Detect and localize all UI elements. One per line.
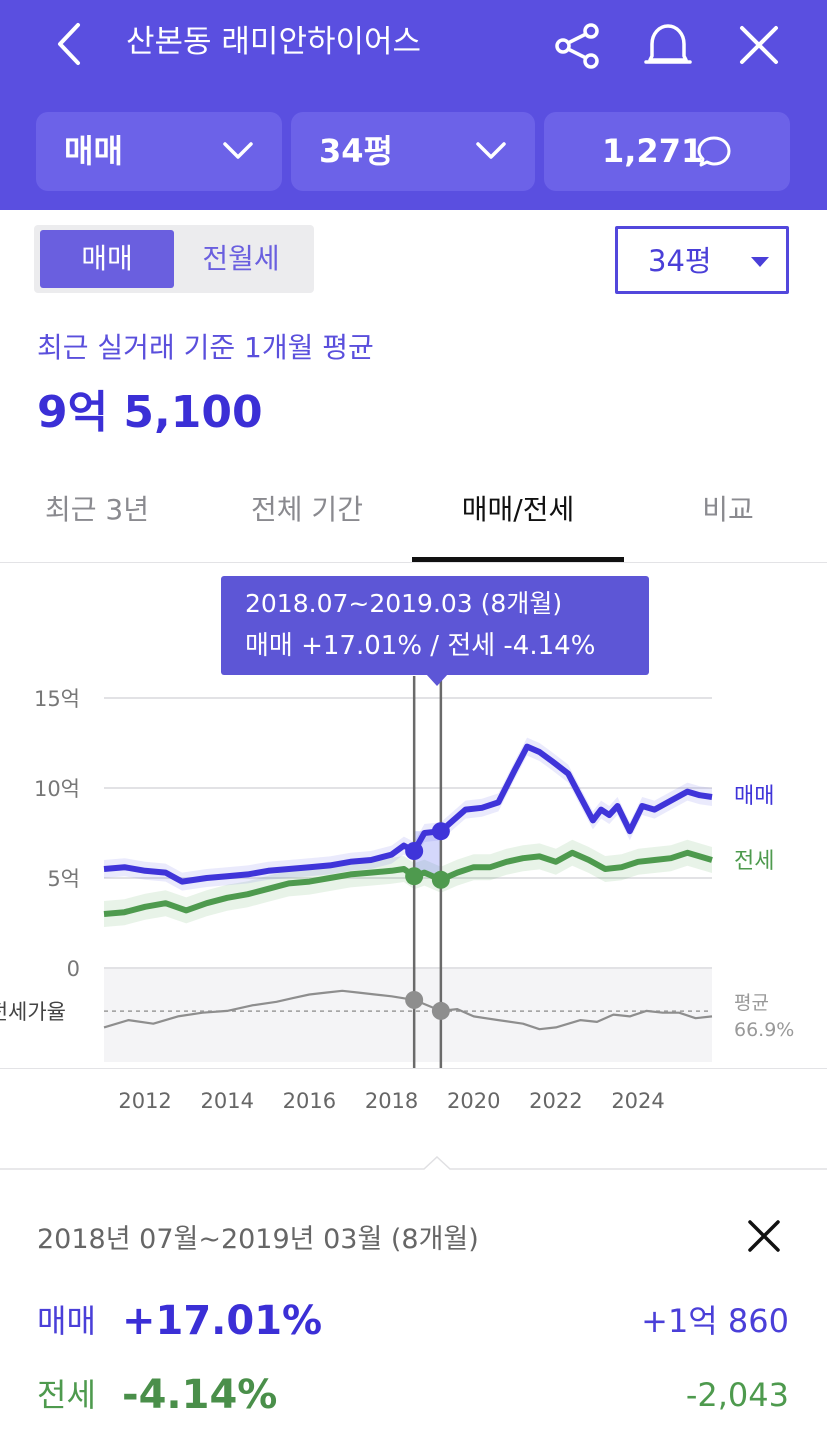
chart-axis-divider — [0, 1068, 827, 1069]
tab-divider — [0, 562, 827, 563]
tab-sale-lease[interactable]: 매매/전세 — [461, 493, 575, 526]
caret-down-icon — [751, 257, 769, 267]
sale-line — [103, 743, 713, 885]
sale-point-marker — [431, 822, 450, 841]
lease-point-marker — [405, 867, 424, 886]
x-tick-label: 2022 — [529, 1089, 582, 1113]
tooltip-range: 2018.07~2019.03 (8개월) — [245, 589, 563, 618]
lease-label: 전세 — [37, 1376, 96, 1414]
price-chart[interactable]: 15억 10억 5억 0 2012 2014 2016 2018 2020 2022 2024 매매전… — [0, 670, 827, 1130]
comment-count: 1,271 — [602, 132, 704, 170]
selection-tooltip: 2018.07~2019.03 (8개월) 매매 +17.01% / 전세 -4… — [221, 576, 649, 675]
average-label: 평균 — [734, 992, 769, 1014]
app-header: 산본동 래미안하이어스 매매 34평 1,271 — [0, 0, 827, 210]
tab-all-period[interactable]: 전체 기간 — [251, 493, 363, 526]
share-icon[interactable] — [554, 22, 602, 70]
y-tick-label: 10억 — [34, 777, 80, 801]
trade-segment-control: 매매 전월세 — [34, 225, 314, 293]
lease-series-label: 전세 — [734, 849, 774, 874]
sale-change-pct: +17.01% — [122, 1298, 323, 1344]
detail-period-title: 2018년 07월~2019년 03월 (8개월) — [37, 1224, 479, 1255]
size-select[interactable]: 34평 — [615, 226, 789, 294]
x-tick-label: 2018 — [365, 1089, 418, 1113]
active-tab-indicator — [412, 557, 624, 562]
sale-label: 매매 — [37, 1302, 96, 1340]
tooltip-changes: 매매 +17.01% / 전세 -4.14% — [245, 631, 596, 661]
close-icon[interactable] — [738, 24, 780, 66]
tooltip-pointer — [426, 674, 448, 686]
chevron-down-icon — [223, 142, 253, 159]
ratio-label: 전세가율 — [0, 1000, 66, 1024]
sale-change-amount: +1억 860 — [641, 1302, 789, 1340]
size-dropdown[interactable]: 34평 — [291, 112, 535, 191]
segment-lease[interactable]: 전월세 — [202, 242, 280, 275]
tab-recent-3y[interactable]: 최근 3년 — [45, 493, 149, 526]
ratio-line — [103, 989, 713, 1031]
lease-change-amount: -2,043 — [685, 1376, 789, 1414]
sale-series-label: 매매 — [734, 784, 774, 809]
bell-icon[interactable] — [642, 20, 694, 70]
x-tick-label: 2020 — [447, 1089, 500, 1113]
chevron-left-icon[interactable] — [52, 22, 86, 66]
price-basis-label: 최근 실거래 기준 1개월 평균 — [37, 331, 374, 364]
trade-type-label: 매매 — [64, 132, 123, 170]
y-tick-label: 0 — [67, 957, 80, 981]
detail-panel-notch — [0, 1156, 827, 1170]
chevron-down-icon — [476, 142, 506, 159]
x-tick-label: 2014 — [201, 1089, 254, 1113]
trade-type-dropdown[interactable]: 매매 — [36, 112, 282, 191]
ratio-point-marker — [431, 1001, 450, 1020]
average-value: 66.9% — [734, 1019, 794, 1041]
close-icon[interactable] — [744, 1216, 784, 1256]
average-price: 9억 5,100 — [37, 387, 263, 438]
ratio-point-marker — [405, 990, 424, 1009]
comments-button[interactable]: 1,271 — [544, 112, 790, 191]
lease-point-marker — [431, 870, 450, 889]
x-tick-label: 2012 — [118, 1089, 171, 1113]
size-select-label: 34평 — [648, 244, 712, 278]
size-label: 34평 — [319, 132, 393, 170]
sale-point-marker — [405, 842, 424, 860]
speech-bubble-icon — [697, 136, 731, 167]
lease-change-pct: -4.14% — [122, 1372, 278, 1418]
tab-compare[interactable]: 비교 — [702, 493, 754, 526]
y-tick-label: 15억 — [34, 687, 80, 711]
x-tick-label: 2024 — [611, 1089, 664, 1113]
sale-range-band — [104, 737, 712, 891]
page-title: 산본동 래미안하이어스 — [126, 24, 422, 60]
x-tick-label: 2016 — [283, 1089, 336, 1113]
segment-sale[interactable]: 매매 — [40, 230, 174, 288]
y-tick-label: 5억 — [47, 867, 80, 891]
